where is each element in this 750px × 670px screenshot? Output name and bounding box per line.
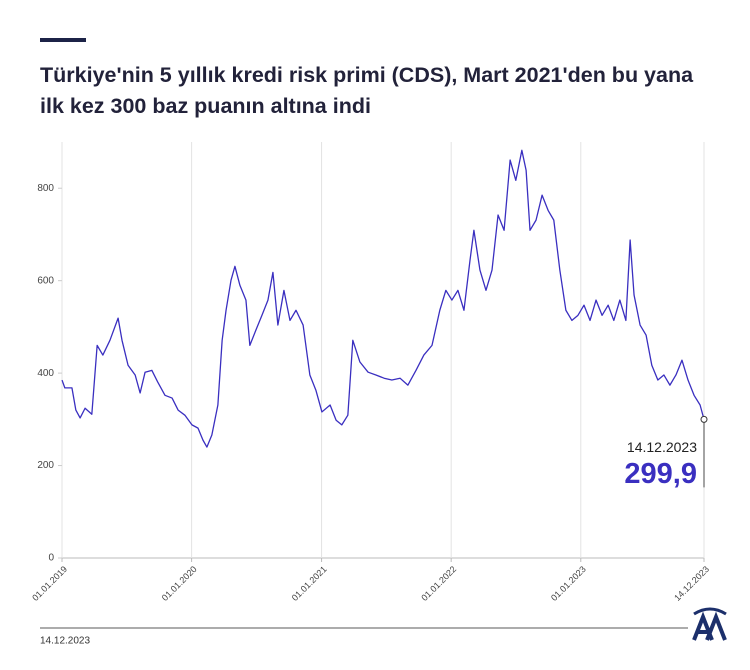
y-tick-label: 400 xyxy=(37,368,54,379)
accent-bar xyxy=(40,38,86,42)
value-label: 299,9 xyxy=(624,458,697,490)
x-tick-label: 01.01.2019 xyxy=(30,564,69,603)
point xyxy=(700,415,708,423)
annotation-date: 14.12.2023 xyxy=(627,439,697,455)
chart-title: Türkiye'nin 5 yıllık kredi risk primi (C… xyxy=(40,63,694,118)
logo xyxy=(692,607,727,641)
footer-date: 14.12.2023 xyxy=(40,636,90,647)
x-tick-label: 01.01.2023 xyxy=(549,564,588,603)
x-tick-label: 01.01.2021 xyxy=(290,564,329,603)
line xyxy=(61,149,705,448)
x-tick-label: 14.12.2023 xyxy=(672,564,711,603)
y-tick-label: 800 xyxy=(37,183,54,194)
y-tick-label: 0 xyxy=(48,553,54,564)
x-tick-label: 01.01.2022 xyxy=(419,564,458,603)
y-tick-label: 200 xyxy=(37,460,54,471)
x-tick-label: 01.01.2020 xyxy=(160,564,199,603)
y-tick-label: 600 xyxy=(37,275,54,286)
